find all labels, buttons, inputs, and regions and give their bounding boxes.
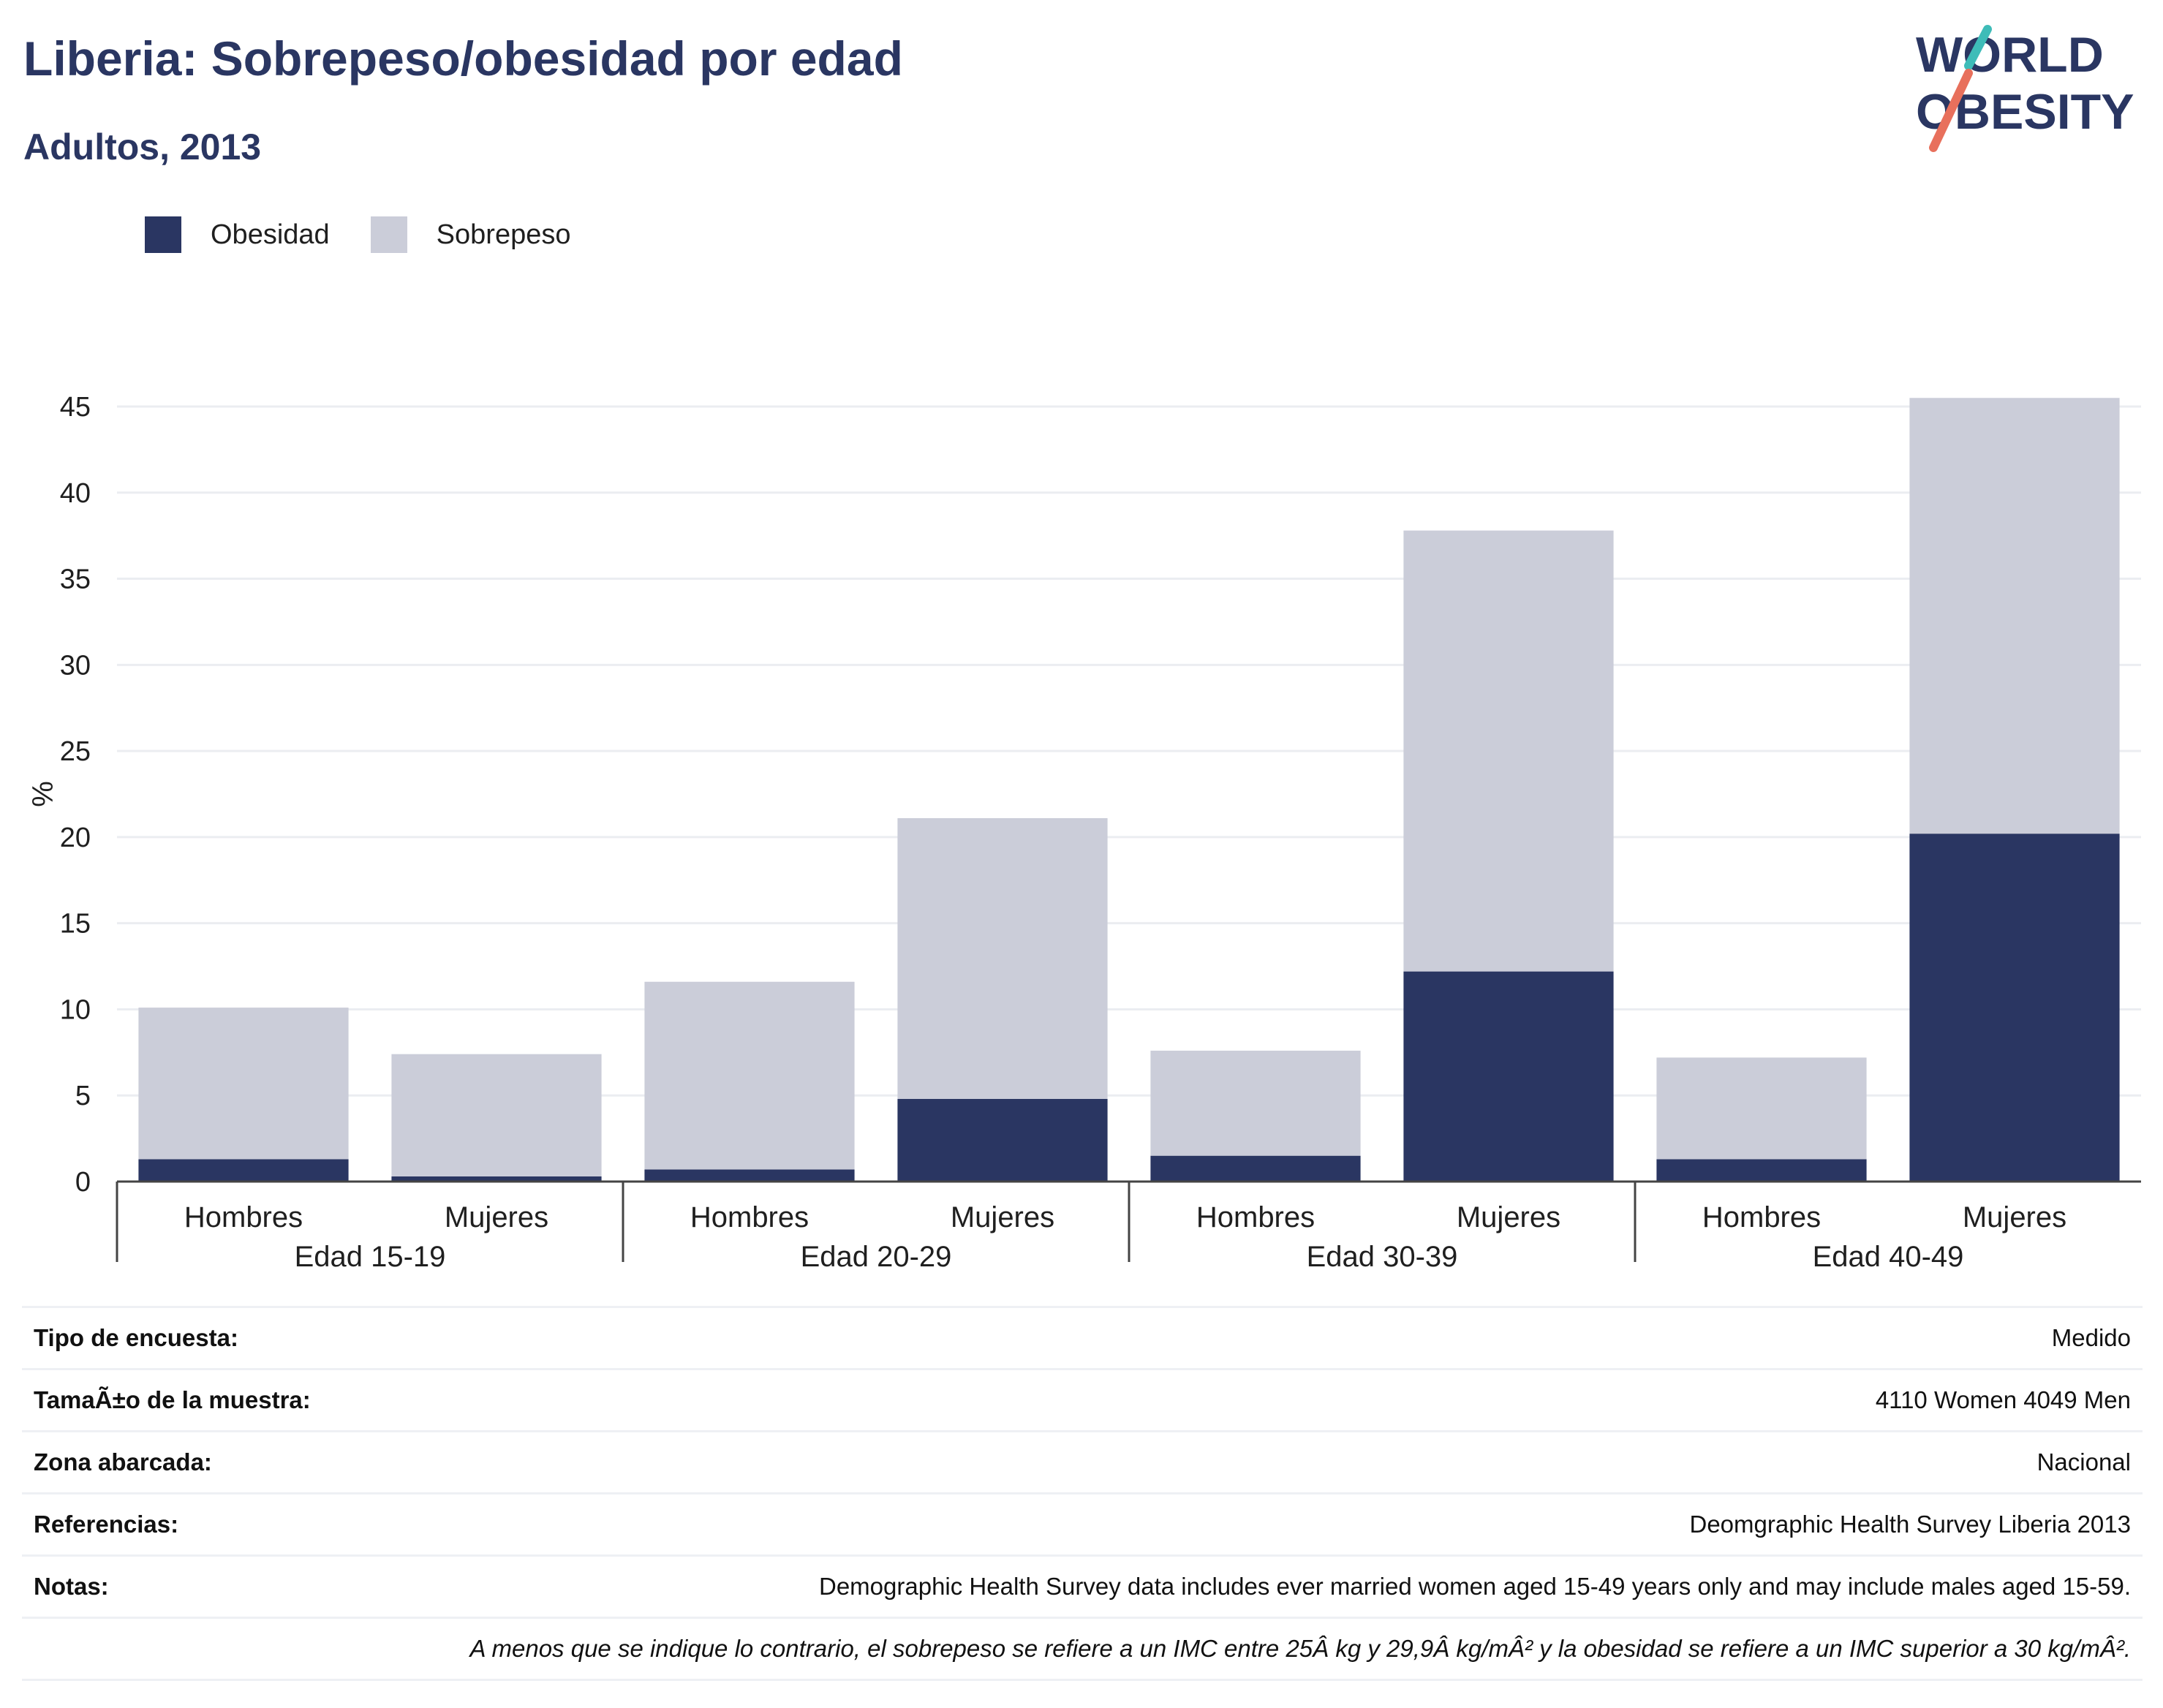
info-value: Nacional — [2036, 1448, 2131, 1475]
legend-swatch-obesidad — [145, 216, 181, 253]
x-tick-label: Mujeres — [1457, 1201, 1560, 1233]
info-row-coverage: Zona abarcada: Nacional — [22, 1430, 2143, 1492]
x-tick-label: Mujeres — [951, 1201, 1054, 1233]
legend-item-obesidad[interactable]: Obesidad — [145, 216, 330, 253]
info-value: Medido — [2051, 1324, 2131, 1351]
bar-obesity — [391, 1176, 602, 1182]
y-tick-label: 0 — [75, 1167, 91, 1198]
info-label: Notas: — [34, 1573, 109, 1600]
stacked-bar-chart: 0 5 10 15 20 25 30 35 40 45% Hombres Mujeres Hombres… — [27, 392, 2141, 1273]
x-tick-label: Hombres — [184, 1201, 303, 1233]
legend-swatch-sobrepeso — [370, 216, 407, 253]
info-row-references: Referencias: Deomgraphic Health Survey L… — [22, 1492, 2143, 1554]
chart-subtitle: Adultos, 2013 — [23, 126, 262, 167]
y-tick-label: 20 — [60, 823, 91, 853]
bar-overweight — [391, 1054, 602, 1176]
legend-label-sobrepeso: Sobrepeso — [436, 219, 571, 250]
info-row-notes: Notas: Demographic Health Survey data in… — [22, 1554, 2143, 1617]
x-tick-label: Mujeres — [445, 1201, 548, 1233]
y-tick-label: 25 — [60, 736, 91, 767]
bar-obesity — [644, 1169, 855, 1182]
chart-legend: Obesidad Sobrepeso — [145, 216, 611, 253]
bar-overweight — [644, 981, 855, 1170]
bar-overweight — [1150, 1050, 1361, 1156]
logo-slash-coral — [1929, 69, 1973, 152]
legend-label-obesidad: Obesidad — [211, 219, 330, 250]
logo-world-text: WORLD — [1916, 27, 2104, 83]
x-group-label: Edad 15-19 — [295, 1241, 446, 1273]
y-tick-label: 10 — [60, 994, 91, 1025]
y-tick-label: 15 — [60, 909, 91, 940]
info-value: Demographic Health Survey data includes … — [819, 1573, 2131, 1600]
y-tick-label: 45 — [60, 392, 91, 423]
footnote-text: A menos que se indique lo contrario, el … — [469, 1635, 2131, 1662]
bar-obesity — [138, 1159, 349, 1182]
x-tick-label: Hombres — [1702, 1201, 1821, 1233]
bar-overweight — [138, 1008, 349, 1160]
x-group-label: Edad 20-29 — [801, 1241, 952, 1273]
bar-overweight — [1656, 1057, 1867, 1160]
info-value: Deomgraphic Health Survey Liberia 2013 — [1689, 1511, 2131, 1538]
bar-overweight — [897, 817, 1108, 1099]
logo-slash-teal — [1964, 25, 1992, 70]
bar-obesity — [897, 1098, 1108, 1182]
x-tick-label: Hombres — [1196, 1201, 1315, 1233]
legend-item-sobrepeso[interactable]: Sobrepeso — [370, 216, 571, 253]
info-row-sample-size: TamaÃ±o de la muestra: 4110 Women 4049 M… — [22, 1368, 2143, 1430]
bar-overweight — [1909, 398, 2120, 834]
bar-overweight — [1403, 530, 1614, 972]
bar-obesity — [1909, 834, 2120, 1182]
y-tick-label: 5 — [75, 1081, 91, 1111]
world-obesity-logo: WORLD OBESITY — [1916, 25, 2134, 152]
info-label: Zona abarcada: — [34, 1448, 212, 1475]
x-tick-label: Mujeres — [1963, 1201, 2066, 1233]
x-group-label: Edad 40-49 — [1813, 1241, 1964, 1273]
info-value: 4110 Women 4049 Men — [1875, 1386, 2131, 1413]
info-label: Referencias: — [34, 1511, 179, 1538]
info-label: TamaÃ±o de la muestra: — [34, 1386, 311, 1413]
y-axis-label: % — [27, 781, 59, 807]
y-tick-label: 40 — [60, 478, 91, 509]
bar-obesity — [1403, 971, 1614, 1182]
y-tick-label: 30 — [60, 650, 91, 681]
survey-info-table: Tipo de encuesta: Medido TamaÃ±o de la m… — [22, 1306, 2143, 1681]
bar-obesity — [1150, 1155, 1361, 1182]
y-tick-label: 35 — [60, 564, 91, 595]
info-row-survey-type: Tipo de encuesta: Medido — [22, 1306, 2143, 1368]
info-label: Tipo de encuesta: — [34, 1324, 238, 1351]
bar-obesity — [1656, 1159, 1867, 1182]
info-row-footnote: A menos que se indique lo contrario, el … — [22, 1617, 2143, 1681]
x-group-label: Edad 30-39 — [1307, 1241, 1458, 1273]
chart-title: Liberia: Sobrepeso/obesidad por edad — [23, 31, 903, 86]
x-tick-label: Hombres — [690, 1201, 809, 1233]
